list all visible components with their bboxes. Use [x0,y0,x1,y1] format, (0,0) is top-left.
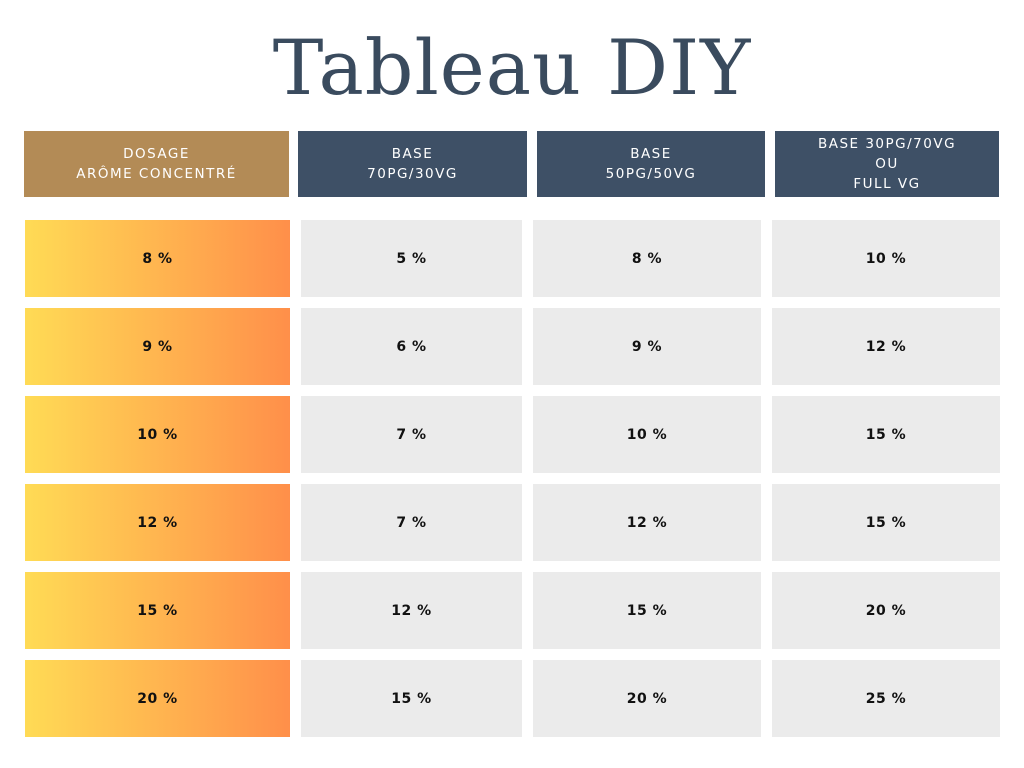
base-30pg-70vg-cell: 15 % [772,396,1000,473]
dosage-cell: 20 % [25,660,290,737]
page-title: Tableau DIY [272,23,752,112]
base-30pg-70vg-cell: 20 % [772,572,1000,649]
dosage-cell: 15 % [25,572,290,649]
header-base-30pg-70vg: BASE 30PG/70VG OU FULL VG [775,131,999,197]
header-base-70pg-30vg: BASE 70PG/30VG [298,131,527,197]
base-50pg-50vg-cell: 9 % [533,308,761,385]
base-50pg-50vg-cell: 12 % [533,484,761,561]
base-30pg-70vg-cell: 15 % [772,484,1000,561]
header-base-50pg-50vg: BASE 50PG/50VG [537,131,765,197]
base-50pg-50vg-cell: 10 % [533,396,761,473]
base-70pg-30vg-cell: 15 % [301,660,522,737]
base-50pg-50vg-cell: 8 % [533,220,761,297]
base-50pg-50vg-cell: 20 % [533,660,761,737]
dosage-cell: 12 % [25,484,290,561]
base-70pg-30vg-cell: 5 % [301,220,522,297]
dosage-cell: 8 % [25,220,290,297]
dosage-cell: 10 % [25,396,290,473]
dosage-cell: 9 % [25,308,290,385]
base-30pg-70vg-cell: 10 % [772,220,1000,297]
base-30pg-70vg-cell: 25 % [772,660,1000,737]
base-70pg-30vg-cell: 12 % [301,572,522,649]
base-70pg-30vg-cell: 7 % [301,484,522,561]
base-30pg-70vg-cell: 12 % [772,308,1000,385]
base-70pg-30vg-cell: 7 % [301,396,522,473]
base-50pg-50vg-cell: 15 % [533,572,761,649]
base-70pg-30vg-cell: 6 % [301,308,522,385]
header-dosage: DOSAGE ARÔME CONCENTRÉ [24,131,289,197]
